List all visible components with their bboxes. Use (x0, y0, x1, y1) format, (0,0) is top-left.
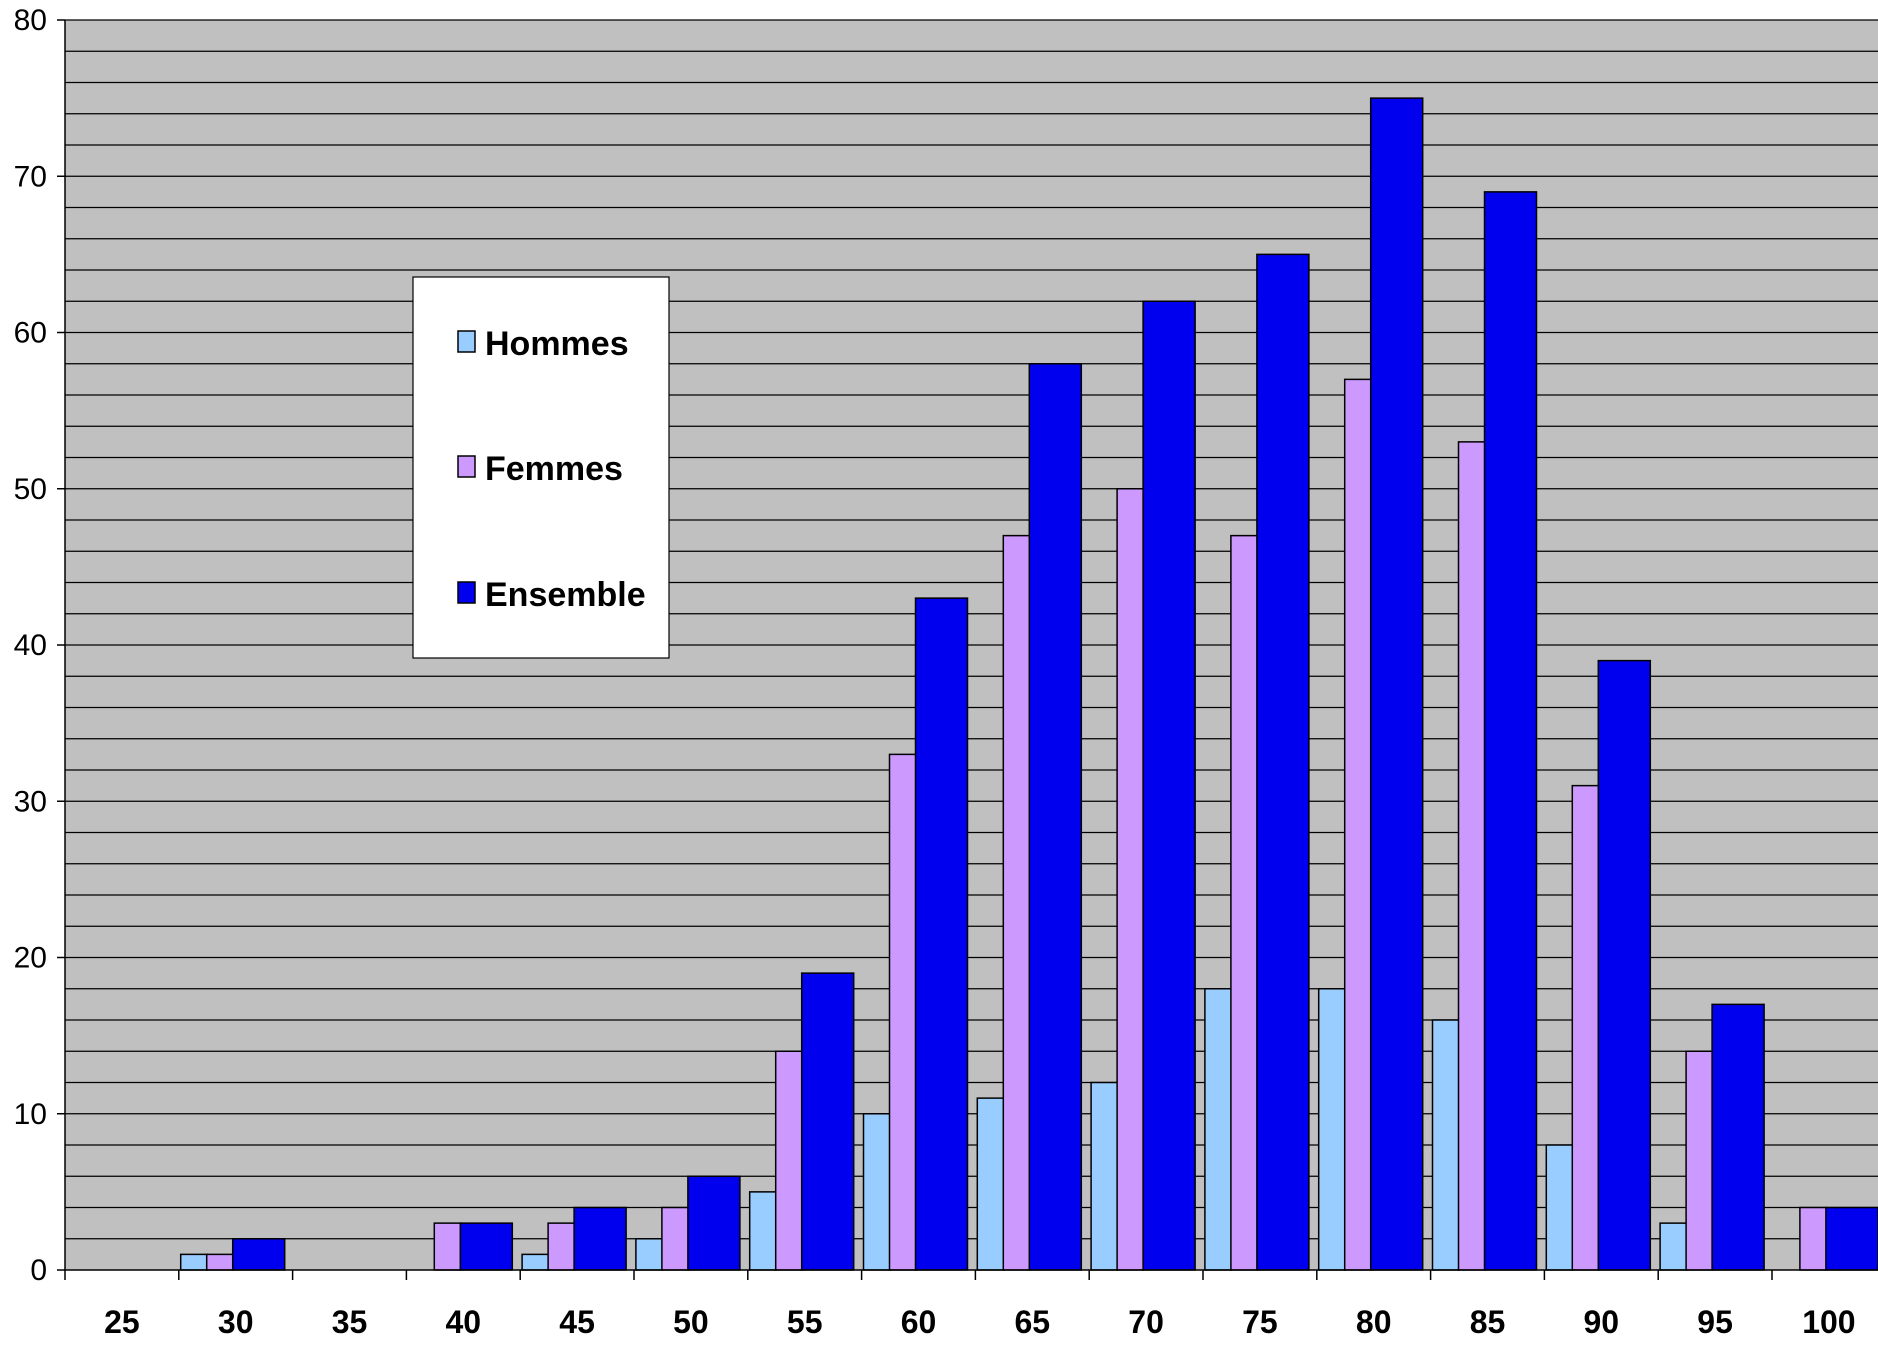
bar-femmes-70 (1117, 489, 1144, 1270)
x-tick-label: 60 (901, 1304, 937, 1340)
bar-hommes-95 (1660, 1223, 1687, 1270)
bar-femmes-95 (1686, 1051, 1713, 1270)
bar-femmes-55 (776, 1051, 803, 1270)
x-tick-label: 50 (673, 1304, 709, 1340)
y-tick-label: 50 (14, 473, 47, 506)
bar-ensemble-55 (802, 973, 854, 1270)
x-tick-label: 55 (787, 1304, 823, 1340)
bar-ensemble-90 (1598, 661, 1650, 1270)
bar-ensemble-50 (688, 1176, 740, 1270)
x-tick-label: 25 (104, 1304, 140, 1340)
y-tick-label: 70 (14, 160, 47, 193)
bar-ensemble-70 (1143, 301, 1195, 1270)
y-tick-label: 0 (30, 1254, 47, 1287)
bar-femmes-60 (890, 754, 917, 1270)
bar-hommes-55 (750, 1192, 777, 1270)
bar-femmes-65 (1003, 536, 1030, 1270)
bar-hommes-65 (977, 1098, 1004, 1270)
legend-label-femmes: Femmes (485, 450, 623, 488)
bar-hommes-30 (181, 1254, 208, 1270)
bar-hommes-50 (636, 1239, 663, 1270)
bar-femmes-40 (434, 1223, 461, 1270)
x-tick-label: 65 (1015, 1304, 1051, 1340)
bar-ensemble-95 (1712, 1004, 1764, 1270)
x-tick-label: 80 (1356, 1304, 1392, 1340)
bar-ensemble-40 (460, 1223, 512, 1270)
y-tick-label: 10 (14, 1098, 47, 1131)
bar-femmes-30 (207, 1254, 234, 1270)
x-tick-label: 35 (332, 1304, 368, 1340)
x-tick-label: 100 (1802, 1304, 1855, 1340)
bar-ensemble-45 (574, 1208, 626, 1271)
bar-femmes-45 (548, 1223, 575, 1270)
x-tick-label: 30 (218, 1304, 254, 1340)
legend-label-ensemble: Ensemble (485, 576, 646, 614)
x-tick-label: 90 (1584, 1304, 1620, 1340)
x-tick-label: 75 (1242, 1304, 1278, 1340)
bar-femmes-80 (1345, 379, 1372, 1270)
bar-ensemble-85 (1485, 192, 1537, 1270)
y-tick-label: 60 (14, 317, 47, 350)
bar-femmes-90 (1572, 786, 1599, 1270)
y-tick-label: 40 (14, 629, 47, 662)
x-tick-label: 95 (1697, 1304, 1733, 1340)
x-tick-label: 40 (446, 1304, 482, 1340)
bar-ensemble-75 (1257, 254, 1309, 1270)
x-tick-label: 70 (1128, 1304, 1164, 1340)
bar-ensemble-80 (1371, 98, 1423, 1270)
bar-hommes-80 (1319, 989, 1346, 1270)
bar-hommes-85 (1433, 1020, 1460, 1270)
bar-ensemble-60 (916, 598, 968, 1270)
bar-femmes-85 (1459, 442, 1486, 1270)
bar-femmes-50 (662, 1208, 689, 1271)
legend-swatch-femmes (458, 456, 475, 477)
bar-ensemble-30 (233, 1239, 285, 1270)
bar-femmes-75 (1231, 536, 1258, 1270)
bar-ensemble-100 (1826, 1208, 1878, 1271)
legend-swatch-ensemble (458, 582, 475, 603)
x-tick-label: 45 (559, 1304, 595, 1340)
bar-femmes-100 (1800, 1208, 1827, 1271)
bar-hommes-75 (1205, 989, 1232, 1270)
bar-hommes-60 (864, 1114, 891, 1270)
bar-hommes-70 (1091, 1083, 1118, 1271)
bar-ensemble-65 (1029, 364, 1081, 1270)
legend-label-hommes: Hommes (485, 325, 629, 363)
x-tick-label: 85 (1470, 1304, 1506, 1340)
bar-hommes-45 (522, 1254, 549, 1270)
y-tick-label: 20 (14, 942, 47, 975)
bar-hommes-90 (1546, 1145, 1573, 1270)
legend: Hommes Femmes Ensemble (413, 277, 669, 658)
y-tick-label: 30 (14, 785, 47, 818)
y-tick-label: 80 (14, 4, 47, 37)
legend-swatch-hommes (458, 331, 475, 352)
